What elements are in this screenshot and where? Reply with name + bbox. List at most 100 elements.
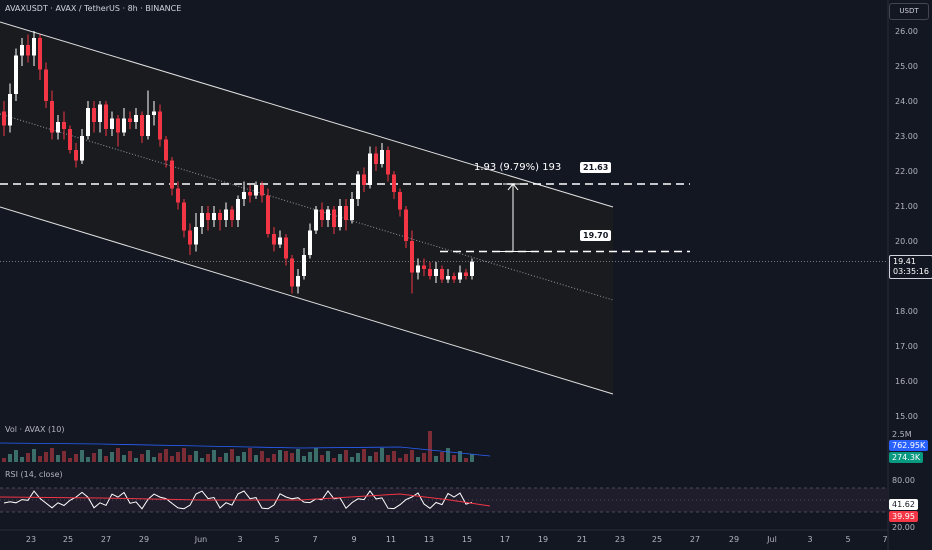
price-tick-label: 18.00 [895,307,918,316]
date-tick-label: 23 [615,535,625,544]
candle-body [86,108,90,136]
candle-body [428,269,432,276]
volume-bar [428,431,432,462]
volume-bar [374,452,378,462]
candle-body [152,111,156,115]
candle-body [212,213,216,220]
candle-body [104,104,108,129]
volume-bar [164,449,168,462]
volume-bar [422,453,426,462]
candle-body [308,230,312,255]
rsi-pane [0,487,888,513]
level-low-label: 19.70 [580,230,612,241]
candle-body [434,269,438,276]
volume-bar [296,449,300,462]
price-tick-label: 25.00 [895,62,918,71]
volume-bar [314,448,318,462]
candle-body [422,265,426,269]
candle-body [332,209,336,227]
date-tick-label: 25 [652,535,662,544]
candle-body [32,38,36,56]
volume-bar [26,453,30,462]
volume-bar [152,457,156,462]
volume-label[interactable]: Vol · AVAX (10) [5,425,65,434]
symbol-title[interactable]: AVAXUSDT · AVAX / TetherUS · 8h · BINANC… [5,4,182,13]
date-tick-label: 11 [386,535,396,544]
candle-body [344,206,348,220]
volume-bar [116,448,120,462]
candle-body [380,150,384,164]
volume-bar [344,450,348,462]
volume-bar [230,449,234,462]
volume-bar [440,452,444,462]
volume-bar [308,452,312,462]
candle-body [110,118,114,129]
candle-body [122,118,126,133]
volume-bar [446,448,450,462]
volume-bar [38,456,42,462]
volume-bar [110,452,114,462]
volume-bar [392,451,396,462]
candle-body [386,150,390,175]
candle-body [74,150,78,161]
volume-bar [170,456,174,462]
volume-bar [248,448,252,462]
price-tick-label: 21.00 [895,202,918,211]
date-tick-label: 29 [729,535,739,544]
rsi-line [3,490,473,510]
candle-body [194,227,198,245]
candle-body [26,45,30,56]
volume-bar [182,448,186,462]
volume-bar [212,450,216,462]
candle-body [290,258,294,287]
channel-lower-line[interactable] [0,206,614,395]
volume-bar [8,454,12,462]
volume-bar [326,451,330,462]
volume-bar [56,455,60,462]
rsi-lower-label: 20.00 [892,523,915,532]
date-tick-label: 27 [101,535,111,544]
candle-body [362,174,366,185]
price-tick-label: 22.00 [895,167,918,176]
price-tick-label: 23.00 [895,132,918,141]
date-tick-label: 25 [63,535,73,544]
volume-bar [140,454,144,462]
channel-upper-line[interactable] [0,21,614,208]
candle-body [44,69,48,101]
bar-countdown: 03:35:16 [893,267,929,276]
volume-bar [176,452,180,462]
volume-bar [68,458,72,462]
candle-body [338,206,342,227]
measure-tool[interactable] [495,183,531,252]
rsi-upper-label: 80.00 [892,476,915,485]
candle-body [8,94,12,126]
volume-bar [14,450,18,462]
candle-body [320,209,324,220]
volume-bar [62,451,66,462]
date-tick-label: 19 [538,535,548,544]
volume-bar [434,456,438,462]
date-tick-label: Jul [766,535,777,544]
volume-bar [200,458,204,462]
price-axis[interactable]: 26.0025.0024.0023.0022.0021.0020.0019.00… [895,27,918,421]
candle-body [98,104,102,122]
volume-bar [92,453,96,462]
volume-bar [20,457,24,462]
candle-body [56,122,60,133]
date-tick-label: 5 [845,535,850,544]
currency-button[interactable]: USDT [889,3,929,20]
volume-bar [32,449,36,462]
candle-body [272,234,276,245]
rsi-label[interactable]: RSI (14, close) [5,470,63,479]
date-tick-label: 9 [351,535,356,544]
date-axis[interactable]: 23 25 27 29 Jun 3 5 7 9 11 13 15 17 19 21 23 25 27 29 Jul 3 5… [26,535,888,544]
volume-bar [188,455,192,462]
candle-body [470,261,474,276]
volume-bar [236,456,240,462]
candle-body [38,38,42,70]
volume-bar [158,453,162,462]
volume-bar [272,454,276,462]
volume-bar [386,455,390,462]
volume-bar [254,455,258,462]
